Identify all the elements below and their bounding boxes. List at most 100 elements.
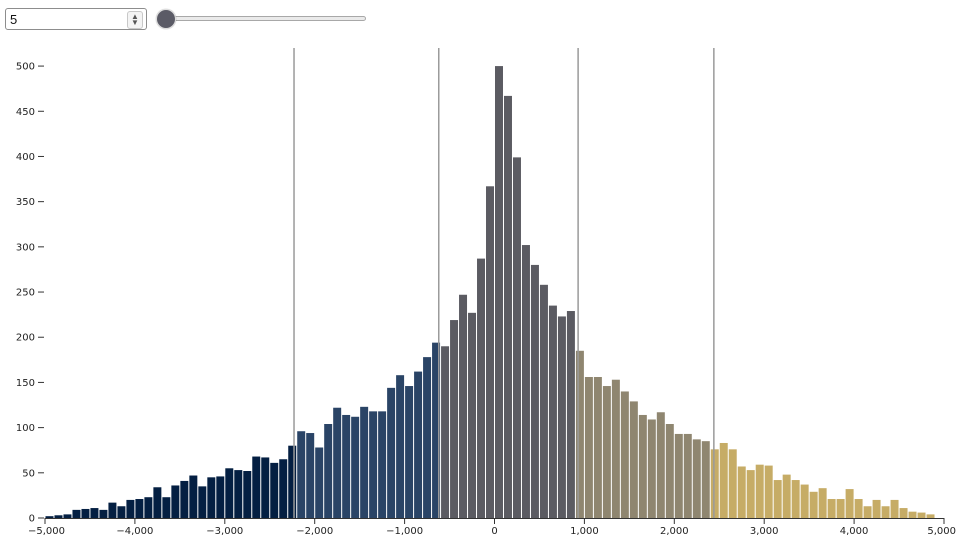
bin-count-input[interactable]: 5 ▲ ▼	[5, 8, 147, 30]
histogram-bar	[800, 484, 809, 518]
histogram-bar	[521, 245, 530, 519]
histogram-bar	[782, 474, 791, 518]
histogram-bar	[270, 462, 279, 518]
histogram-bar	[171, 485, 180, 518]
histogram-bar	[135, 499, 144, 518]
histogram-bar	[144, 497, 153, 518]
histogram-bar	[845, 489, 854, 518]
histogram-bar	[234, 470, 243, 518]
x-tick-label: 3,000	[750, 526, 779, 537]
x-tick-label: 0	[491, 526, 497, 537]
chevron-up-icon[interactable]: ▲	[131, 12, 139, 21]
histogram-bar	[405, 386, 414, 518]
histogram-bar	[126, 499, 135, 518]
histogram-bar	[387, 387, 396, 518]
histogram-bar	[45, 516, 54, 518]
y-tick-label: 250	[16, 288, 35, 299]
bin-count-slider[interactable]	[156, 8, 366, 30]
histogram-bar	[216, 476, 225, 518]
histogram-bar	[737, 466, 746, 518]
histogram-bar	[629, 401, 638, 518]
histogram-bar	[872, 499, 881, 518]
histogram-bar	[351, 416, 360, 518]
histogram-bar	[108, 502, 117, 518]
histogram-bar	[261, 457, 270, 518]
histogram-bar	[495, 66, 503, 518]
histogram-bar	[773, 480, 782, 518]
histogram-bar	[818, 488, 827, 518]
histogram-bar	[575, 350, 584, 518]
histogram-bar	[719, 442, 728, 518]
bars-group	[45, 66, 935, 519]
histogram-bar	[548, 305, 557, 518]
histogram-bar	[414, 371, 423, 518]
histogram-bar	[638, 414, 647, 518]
x-axis: −5,000 −4,000 −3,000 −2,000 −1,000 0 1,000 2,00…	[28, 518, 956, 537]
x-tick-label: 4,000	[840, 526, 869, 537]
y-axis: 0 50 100 150 200 250 300 350 400 450 500	[16, 62, 44, 525]
chevron-down-icon[interactable]: ▼	[131, 18, 139, 27]
histogram-bar	[809, 491, 818, 518]
histogram-bar	[450, 320, 459, 518]
histogram-bar	[647, 419, 656, 518]
histogram-bar	[917, 512, 926, 518]
histogram-bar	[81, 508, 90, 518]
histogram-bar	[459, 294, 468, 518]
histogram-bar	[306, 433, 315, 518]
histogram-bar	[198, 486, 207, 518]
histogram-bar	[486, 186, 494, 519]
y-tick-label: 400	[16, 152, 35, 163]
histogram-bar	[710, 449, 719, 518]
histogram-bar	[162, 497, 171, 518]
histogram-bar	[63, 514, 72, 518]
controls-bar: 5 ▲ ▼	[5, 8, 366, 30]
y-tick-label: 0	[29, 514, 35, 525]
histogram-bar	[279, 459, 288, 518]
histogram-bar	[755, 464, 764, 518]
y-tick-label: 200	[16, 333, 35, 344]
x-tick-label: 2,000	[660, 526, 689, 537]
histogram-bar	[225, 468, 234, 518]
histogram-bar	[477, 258, 486, 518]
x-tick-label: 5,000	[927, 526, 956, 537]
y-tick-label: 350	[16, 197, 35, 208]
histogram-bar	[674, 433, 683, 518]
histogram-bar	[189, 475, 198, 518]
histogram-bar	[611, 379, 620, 518]
slider-thumb[interactable]	[156, 9, 176, 29]
histogram-bar	[468, 312, 477, 518]
histogram-bar	[441, 346, 450, 518]
histogram-bar	[530, 264, 539, 518]
histogram-bar	[360, 406, 369, 518]
histogram-bar	[665, 424, 674, 518]
histogram-bar	[396, 375, 405, 518]
x-tick-label: −2,000	[296, 526, 333, 537]
histogram-bar	[926, 514, 935, 518]
stepper-arrows[interactable]: ▲ ▼	[127, 11, 143, 29]
histogram-bar	[836, 499, 845, 518]
histogram-bar	[539, 284, 548, 518]
x-tick-label: −5,000	[28, 526, 65, 537]
histogram-bar	[72, 509, 81, 518]
histogram-bar	[854, 499, 863, 518]
histogram-bar	[243, 471, 252, 518]
histogram-bar	[432, 342, 441, 518]
histogram-bar	[908, 511, 917, 518]
histogram-bar	[252, 456, 261, 518]
histogram-bar	[863, 506, 872, 518]
histogram-bar	[512, 157, 521, 518]
histogram-bar	[342, 414, 351, 518]
histogram-bar	[90, 508, 99, 518]
histogram-bar	[827, 499, 836, 518]
y-tick-label: 500	[16, 62, 35, 73]
histogram-bar	[180, 480, 189, 518]
threshold-lines	[293, 48, 715, 518]
histogram-bar	[557, 316, 566, 518]
histogram-bar	[620, 391, 629, 518]
y-tick-label: 450	[16, 107, 35, 118]
histogram-bar	[692, 439, 701, 518]
histogram-bar	[207, 477, 216, 518]
x-tick-label: −3,000	[206, 526, 243, 537]
y-tick-label: 50	[22, 468, 35, 479]
